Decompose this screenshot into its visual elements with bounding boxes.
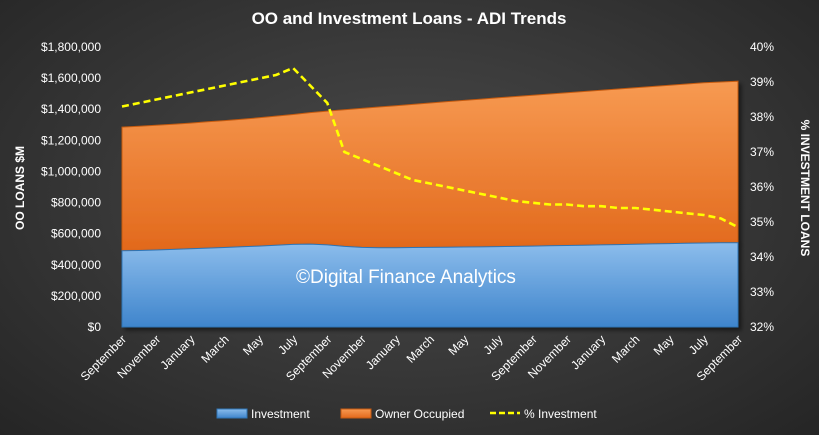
y-axis-label: OO LOANS $M	[13, 146, 27, 230]
y2-tick-label: 36%	[750, 180, 774, 194]
legend: Investment Owner Occupied % Investment	[216, 407, 597, 421]
x-tick-label: January	[363, 332, 403, 372]
y2-tick-label: 40%	[750, 40, 774, 54]
legend-label-owner-occupied: Owner Occupied	[375, 407, 464, 421]
series-area-owner-occupied	[121, 80, 739, 252]
y-tick-label: $800,000	[51, 196, 101, 210]
y-axis-ticks: $0 $200,000 $400,000 $600,000 $800,000 $1,000…	[41, 40, 101, 334]
legend-label-pct-investment: % Investment	[524, 407, 597, 421]
y2-tick-label: 35%	[750, 215, 774, 229]
line-layer	[121, 66, 739, 229]
y-tick-label: $600,000	[51, 227, 101, 241]
chart-title: OO and Investment Loans - ADI Trends	[252, 9, 567, 28]
x-tick-label: January	[157, 332, 197, 372]
x-tick-label: May	[445, 332, 471, 358]
x-tick-label: May	[240, 332, 266, 358]
y-tick-label: $0	[88, 320, 102, 334]
legend-label-investment: Investment	[251, 407, 310, 421]
y-tick-label: $1,800,000	[41, 40, 101, 54]
x-tick-label: March	[404, 332, 437, 365]
x-tick-label: March	[198, 332, 231, 365]
y2-tick-label: 34%	[750, 250, 774, 264]
y2-axis-label: % INVESTMENT LOANS	[798, 120, 812, 257]
y2-axis-ticks: 32% 33% 34% 35% 36% 37% 38% 39% 40%	[750, 40, 774, 334]
legend-swatch-investment	[216, 408, 248, 419]
y2-tick-label: 32%	[750, 320, 774, 334]
y-tick-label: $400,000	[51, 258, 101, 272]
x-tick-label: July	[275, 332, 300, 357]
y-tick-label: $1,200,000	[41, 133, 101, 147]
y-tick-label: $1,000,000	[41, 164, 101, 178]
x-tick-label: May	[651, 332, 677, 358]
y2-tick-label: 39%	[750, 75, 774, 89]
watermark-text: ©Digital Finance Analytics	[296, 267, 516, 288]
plot-area	[121, 80, 739, 328]
x-tick-label: July	[481, 332, 506, 357]
x-tick-label: January	[568, 332, 608, 372]
y-tick-label: $1,600,000	[41, 71, 101, 85]
x-tick-label: July	[686, 332, 711, 357]
y-tick-label: $1,400,000	[41, 102, 101, 116]
y-tick-label: $200,000	[51, 289, 101, 303]
y2-tick-label: 37%	[750, 145, 774, 159]
y2-tick-label: 33%	[750, 285, 774, 299]
legend-swatch-owner-occupied	[340, 408, 372, 419]
series-line-pct-investment	[121, 66, 739, 229]
y2-tick-label: 38%	[750, 110, 774, 124]
series-area-investment	[121, 242, 739, 328]
x-tick-label: March	[609, 332, 642, 365]
